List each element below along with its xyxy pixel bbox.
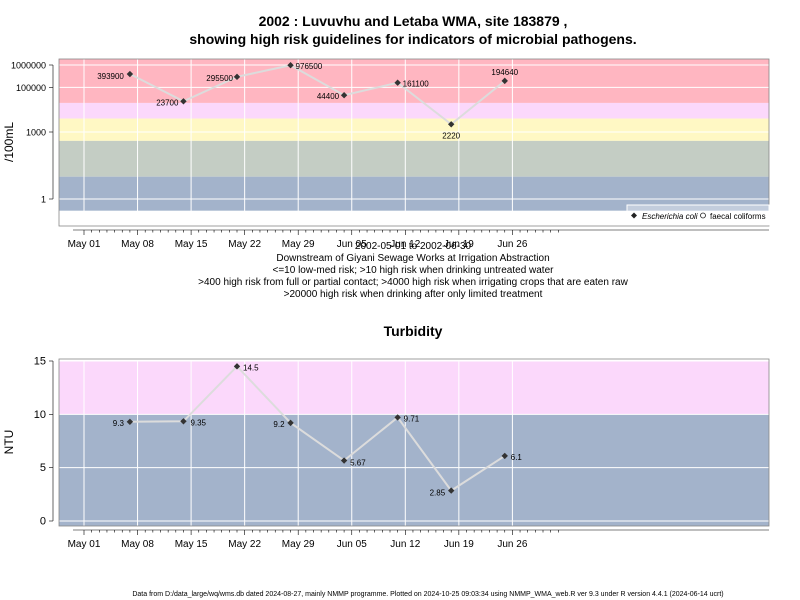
chart2-data-label: 9.3 xyxy=(113,419,125,428)
chart1-y-tick-label: 100000 xyxy=(16,83,46,93)
chart1-data-label: 44400 xyxy=(317,92,340,101)
chart2-data-point xyxy=(233,363,241,370)
footer-note: Data from D:/data_large/wq/wms.db dated … xyxy=(132,591,723,598)
chart2-data-label: 2.85 xyxy=(430,489,446,498)
chart1-x-tick-label: Jun 12 xyxy=(390,239,420,250)
chart1-data-point xyxy=(180,98,187,105)
chart1-x-tick-label: May 22 xyxy=(228,239,261,250)
chart1-note-daterange: 2002-05-01 to 2002-06-30 xyxy=(355,241,472,252)
chart2-x-tick-label: Jun 26 xyxy=(497,539,527,550)
chart2-data-point xyxy=(448,487,455,494)
chart2-y-tick-label: 5 xyxy=(40,462,46,474)
chart1-data-label: 295500 xyxy=(206,74,233,83)
chart1-data-label: 194640 xyxy=(491,68,518,77)
chart2-data-point xyxy=(180,418,187,425)
chart1-band-2 xyxy=(59,118,769,141)
chart1-data-point xyxy=(340,92,348,99)
chart2-series: 9.3 9.35 14.5 9.2 5.67 9.71 2.85 6.1 xyxy=(113,363,523,498)
chart1-note-site: Downstream of Giyani Sewage Works at Irr… xyxy=(276,253,549,264)
chart1-data-point xyxy=(448,121,455,128)
chart1-risk-bands xyxy=(59,59,769,211)
chart1-x-tick-label: Jun 19 xyxy=(444,239,474,250)
chart2-data-label: 5.67 xyxy=(350,459,366,468)
chart2-x-tick-label: May 01 xyxy=(68,539,101,550)
chart2-x-tick-label: May 08 xyxy=(121,539,154,550)
chart1-x-tick-label: May 29 xyxy=(282,239,315,250)
legend-faecal-label: faecal coliforms xyxy=(710,212,766,221)
legend-faecal-marker xyxy=(700,212,706,219)
chart1-band-1 xyxy=(59,102,769,119)
chart2-y-axis-label: NTU xyxy=(2,430,16,455)
chart2-risk-bands xyxy=(59,360,769,526)
chart1-note-risk2: >400 high risk from full or partial cont… xyxy=(198,277,628,288)
chart1-data-point xyxy=(287,62,294,69)
chart2-data-point xyxy=(501,452,508,460)
legend-ecoli-marker xyxy=(631,212,637,219)
chart1-x-tick-label: May 15 xyxy=(175,239,208,250)
chart1-data-label: 23700 xyxy=(156,98,179,107)
chart2-y-tick-label: 10 xyxy=(34,409,46,421)
chart1-band-3 xyxy=(59,140,769,177)
chart2-data-point xyxy=(340,457,348,464)
chart2-x-tick-label: Jun 12 xyxy=(390,539,420,550)
chart2-x-tick-label: Jun 05 xyxy=(337,539,367,550)
chart1-data-point xyxy=(394,79,401,86)
chart1-y-axis-label: /100mL xyxy=(2,122,16,162)
chart2-data-label: 9.71 xyxy=(404,414,420,423)
chart1-title-line1: 2002 : Luvuvhu and Letaba WMA, site 1838… xyxy=(259,13,568,29)
chart2-x-tick-label: May 15 xyxy=(175,539,208,550)
chart2-frame xyxy=(58,358,770,527)
chart2-data-point xyxy=(126,418,134,425)
chart2-band-1 xyxy=(59,414,769,526)
chart1-y-tick-label: 1000 xyxy=(26,128,46,138)
chart1-y-tick-label: 1 xyxy=(41,195,46,205)
legend-ecoli-label: Escherichia coli xyxy=(642,212,698,221)
chart1-data-point xyxy=(126,70,134,78)
chart2-data-point xyxy=(394,414,401,421)
chart1-series: 393900 23700 295500 976500 44400 161100 2220 19… xyxy=(97,62,519,140)
chart2-y-tick-label: 0 xyxy=(40,516,46,528)
chart1-grid xyxy=(59,59,769,226)
chart1-series-line xyxy=(129,64,506,126)
chart2-data-label: 9.35 xyxy=(190,418,206,427)
chart2-x-tick-label: Jun 19 xyxy=(444,539,474,550)
chart2-data-label: 9.2 xyxy=(273,420,285,429)
chart2-data-label: 6.1 xyxy=(511,453,523,462)
chart1-note-risk3: >20000 high risk when drinking after onl… xyxy=(284,289,543,300)
chart1-x-tick-label: May 08 xyxy=(121,239,154,250)
chart1-x-tick-label: May 01 xyxy=(68,239,101,250)
chart2-axes: May 01 May 08 May 15 May 22 May 29 Jun 05 Jun … xyxy=(34,355,770,550)
chart1-x-tick-label: Jun 05 xyxy=(337,239,367,250)
chart2-band-0 xyxy=(59,360,769,415)
chart2-data-point xyxy=(287,419,294,427)
chart1-data-label: 161100 xyxy=(403,80,430,89)
chart2-x-tick-label: May 22 xyxy=(228,539,261,550)
chart1-data-label: 2220 xyxy=(442,131,460,140)
chart1-data-label: 976500 xyxy=(296,62,323,71)
chart1-frame xyxy=(58,58,770,227)
chart2-data-label: 14.5 xyxy=(243,363,259,372)
chart2-grid xyxy=(59,359,769,526)
chart2-series-line xyxy=(129,364,506,492)
chart2-title: Turbidity xyxy=(384,323,443,339)
chart1-data-label: 393900 xyxy=(97,72,124,81)
chart1-data-point xyxy=(233,73,241,81)
chart1-note-risk1: <=10 low-med risk; >10 high risk when dr… xyxy=(273,265,555,276)
chart1-x-tick-label: Jun 26 xyxy=(497,239,527,250)
chart1-y-tick-label: 1000000 xyxy=(11,61,46,71)
chart1-data-point xyxy=(501,77,508,85)
chart2-y-tick-label: 15 xyxy=(34,355,46,367)
chart1-title-line2: showing high risk guidelines for indicat… xyxy=(189,31,636,47)
chart1-axes: May 01 May 08 May 15 May 22 May 29 Jun 05 Jun … xyxy=(11,58,770,250)
chart1-legend: Escherichia coli faecal coliforms xyxy=(626,204,770,226)
chart2-x-tick-label: May 29 xyxy=(282,539,315,550)
